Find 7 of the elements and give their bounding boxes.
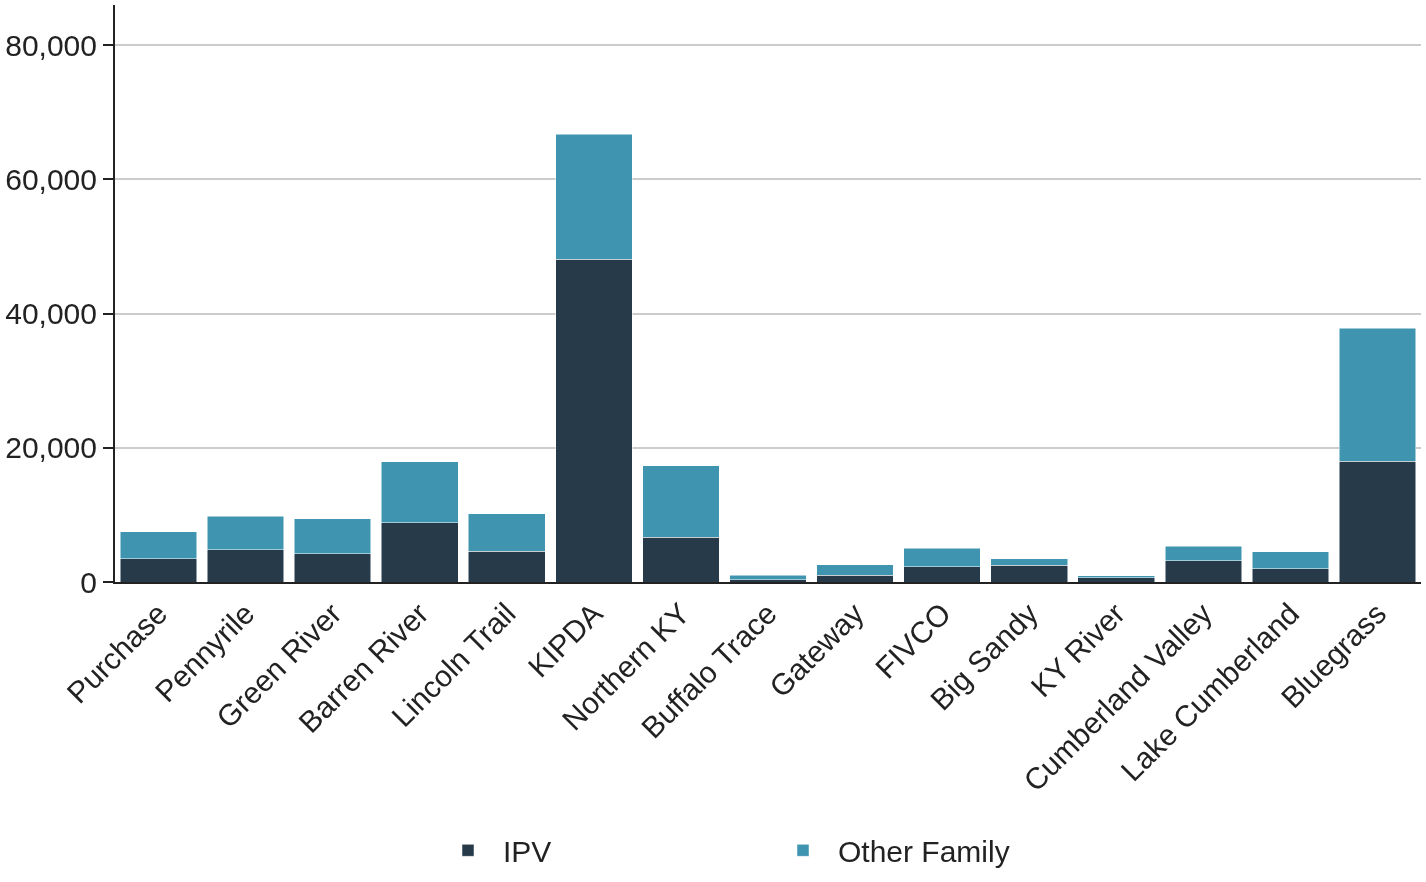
legend-label: Other Family <box>838 835 1010 869</box>
y-tick-label: 60,000 <box>5 162 97 196</box>
y-tick-label: 40,000 <box>5 297 97 331</box>
y-tick-label: 0 <box>80 565 97 599</box>
legend-label: IPV <box>503 835 552 869</box>
y-tick-label: 80,000 <box>5 28 97 62</box>
y-tick-label: 20,000 <box>5 431 97 465</box>
